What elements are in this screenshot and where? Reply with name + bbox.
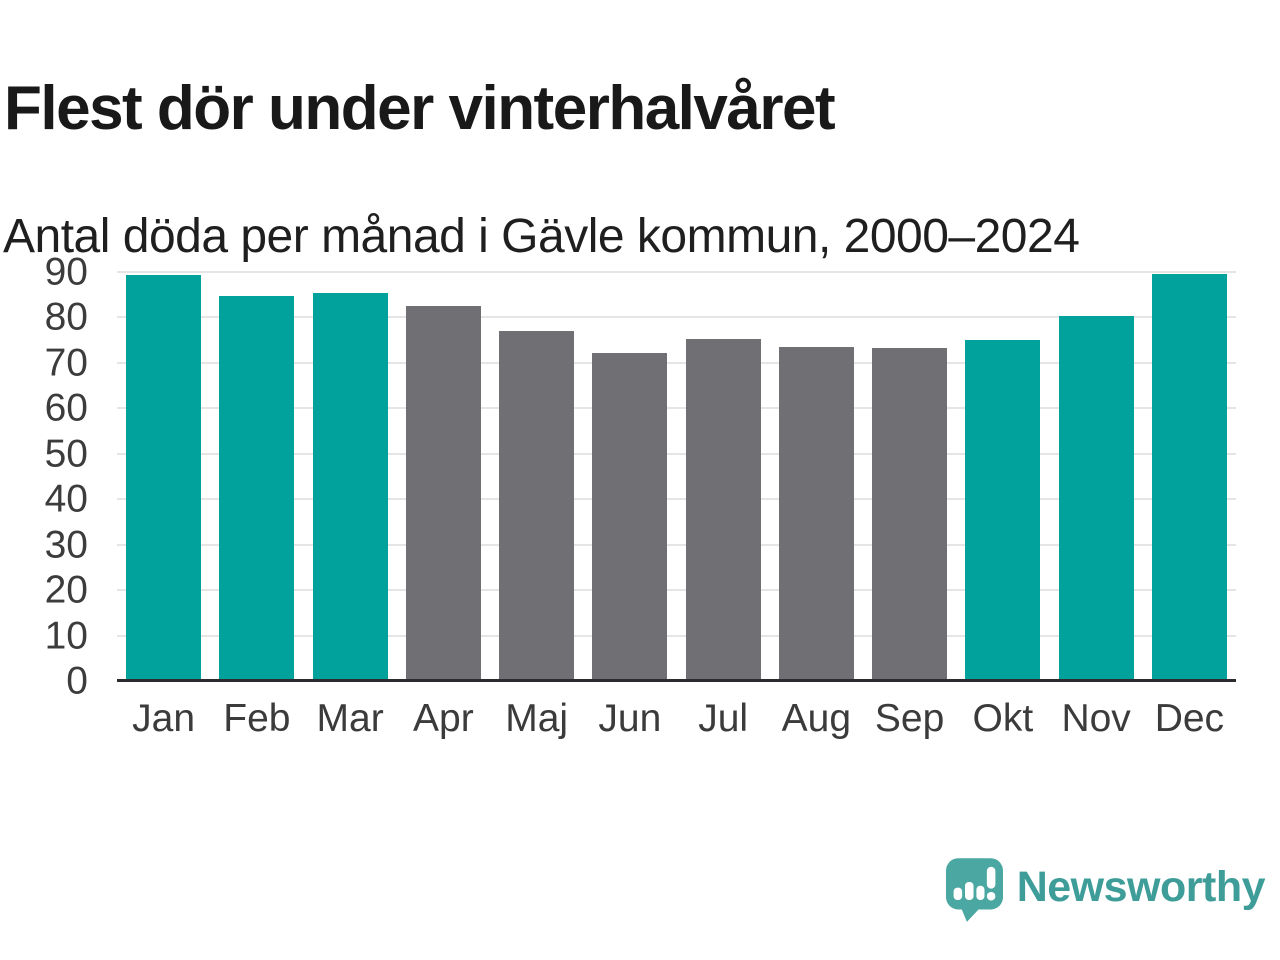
y-tick-label-10: 10 (44, 614, 88, 658)
logo-bar-short (953, 887, 962, 900)
y-tick-label-20: 20 (44, 568, 88, 612)
logo-exclamation-dot (986, 891, 996, 901)
bar-aug (778, 346, 854, 681)
bar-maj (499, 330, 575, 681)
newsworthy-speech-bubble-chart-icon (945, 858, 1003, 922)
x-axis: Jan Feb Mar Apr Maj Jun Jul Aug Sep Okt Nov Dec (117, 696, 1236, 746)
x-tick-label-maj: Maj (505, 697, 569, 740)
gridline-90 (117, 271, 1236, 273)
logo-bubble-tail (959, 905, 982, 922)
x-axis-line (117, 679, 1236, 682)
bar-okt (965, 340, 1041, 681)
bar-mar (312, 293, 388, 681)
gridline-50 (117, 452, 1236, 455)
y-tick-label-70: 70 (44, 341, 88, 385)
bar-apr (405, 305, 481, 681)
y-tick-label-0: 0 (66, 659, 88, 703)
gridline-70 (117, 361, 1236, 364)
gridline-60 (117, 407, 1236, 410)
x-tick-label-dec: Dec (1154, 697, 1225, 740)
gridline-20 (117, 589, 1236, 592)
bar-jan (126, 274, 202, 681)
bar-sep (872, 347, 948, 681)
x-tick-label-jul: Jul (698, 697, 749, 740)
bar-jul (685, 338, 761, 681)
x-tick-label-nov: Nov (1061, 697, 1131, 740)
brand-name: Newsworthy (1016, 863, 1266, 911)
x-tick-label-apr: Apr (413, 697, 474, 740)
bar-feb (219, 295, 295, 681)
plot-area (117, 271, 1236, 682)
logo-bar-tall (964, 881, 974, 900)
gridline-10 (117, 634, 1236, 637)
x-tick-label-sep: Sep (874, 697, 945, 740)
bar-jun (592, 353, 668, 681)
logo-bar-medium (976, 885, 985, 900)
y-tick-label-80: 80 (44, 295, 88, 339)
y-tick-label-40: 40 (44, 477, 88, 521)
gridline-80 (117, 316, 1236, 319)
logo-exclamation-bar (986, 866, 996, 889)
bar-nov (1058, 316, 1134, 681)
y-tick-label-90: 90 (44, 250, 88, 294)
x-tick-label-mar: Mar (316, 697, 384, 740)
x-tick-label-okt: Okt (972, 697, 1034, 740)
gridline-30 (117, 543, 1236, 546)
x-tick-label-feb: Feb (223, 697, 291, 740)
chart-subtitle: Antal döda per månad i Gävle kommun, 200… (3, 210, 1080, 263)
page-title: Flest dör under vinterhalvåret (4, 73, 836, 143)
x-tick-label-jan: Jan (132, 697, 196, 740)
y-tick-label-30: 30 (44, 523, 88, 567)
y-axis: 0 10 20 30 40 50 60 70 80 90 (0, 253, 88, 701)
x-tick-label-jun: Jun (598, 697, 662, 740)
newsworthy-logo: Newsworthy (945, 858, 1266, 923)
x-tick-label-aug: Aug (781, 697, 852, 740)
gridline-40 (117, 498, 1236, 501)
y-tick-label-50: 50 (44, 432, 88, 476)
bar-dec (1151, 274, 1227, 681)
y-tick-label-60: 60 (44, 386, 88, 430)
